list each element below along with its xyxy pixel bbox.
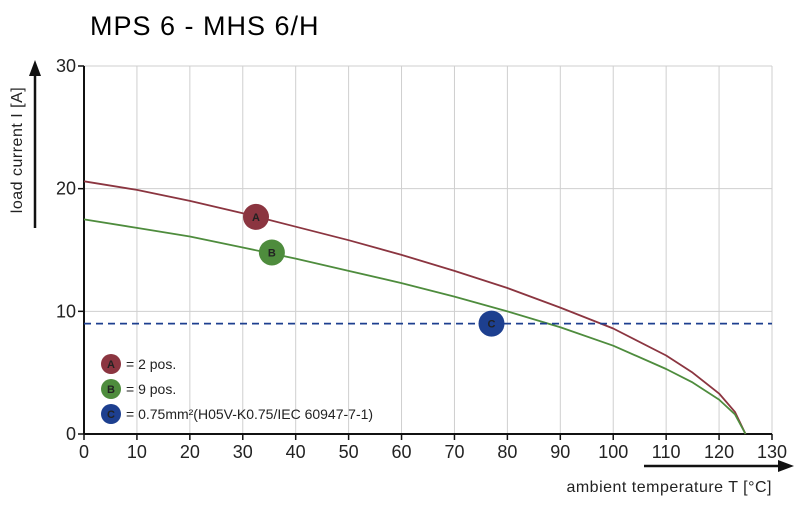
legend-text-a: = 2 pos.: [126, 356, 176, 372]
axes: [29, 60, 794, 472]
marker-layer: A B C: [243, 203, 505, 337]
y-tick-label-1: 10: [56, 301, 76, 321]
legend-swatch-b: [101, 379, 121, 399]
axis-labels: ambient temperature T [°C] load current …: [9, 87, 772, 496]
x-tick-label-13: 130: [757, 442, 787, 462]
y-direction-arrow-head: [29, 60, 41, 76]
series-line-b: [83, 218, 747, 435]
y-tick-label-2: 20: [56, 179, 76, 199]
legend: A = 2 pos. B = 9 pos. C = 0.75mm²(H05V-K0.75/…: [101, 354, 373, 424]
y-axis-label: load current I [A]: [9, 87, 26, 213]
marker-letter-b: B: [268, 247, 276, 259]
marker-circle-a: [243, 203, 269, 230]
legend-text-c: = 0.75mm²(H05V-K0.75/IEC 60947-7-1): [126, 406, 373, 422]
x-axis-label: ambient temperature T [°C]: [566, 479, 772, 496]
series-layer: [83, 180, 772, 435]
y-tick-label-3: 30: [56, 56, 76, 76]
series-marker-a: A: [243, 203, 269, 230]
x-tick-label-11: 110: [652, 442, 681, 462]
x-tick-label-7: 70: [444, 442, 464, 462]
legend-letter-a: A: [107, 359, 115, 371]
x-tick-label-4: 40: [286, 442, 306, 462]
y-tick-label-0: 0: [66, 424, 76, 444]
x-tick-label-9: 90: [550, 442, 570, 462]
x-tick-label-12: 120: [704, 442, 734, 462]
x-tick-labels: 0 10 20 30 40 50 60 70 80 90 100 110 120 130: [79, 442, 787, 462]
marker-letter-c: C: [488, 319, 496, 331]
x-tick-label-1: 10: [127, 442, 147, 462]
series-marker-b: B: [258, 239, 285, 266]
legend-swatch-c: [101, 404, 121, 424]
series-line-a: [83, 180, 747, 435]
x-direction-arrow-head: [778, 460, 794, 472]
legend-text-b: = 9 pos.: [126, 381, 176, 397]
x-tick-label-0: 0: [79, 442, 89, 462]
legend-letter-c: C: [107, 409, 115, 421]
legend-swatch-a: [101, 354, 121, 374]
grid: [83, 65, 773, 435]
x-tick-label-2: 20: [180, 442, 200, 462]
legend-entry-b: B = 9 pos.: [101, 379, 176, 399]
x-tick-label-3: 30: [233, 442, 253, 462]
marker-circle-b: [258, 239, 285, 266]
legend-entry-c: C = 0.75mm²(H05V-K0.75/IEC 60947-7-1): [101, 404, 373, 424]
x-tick-label-5: 50: [339, 442, 359, 462]
x-tick-label-10: 100: [598, 442, 628, 462]
marker-circle-c: [478, 310, 505, 337]
y-tick-labels: 0 10 20 30: [56, 56, 76, 444]
chart-title: MPS 6 - MHS 6/H: [90, 11, 320, 41]
legend-entry-a: A = 2 pos.: [101, 354, 176, 374]
legend-letter-b: B: [107, 384, 115, 396]
series-marker-c: C: [478, 310, 505, 337]
x-tick-label-8: 80: [497, 442, 517, 462]
marker-letter-a: A: [252, 212, 260, 224]
x-tick-label-6: 60: [392, 442, 412, 462]
